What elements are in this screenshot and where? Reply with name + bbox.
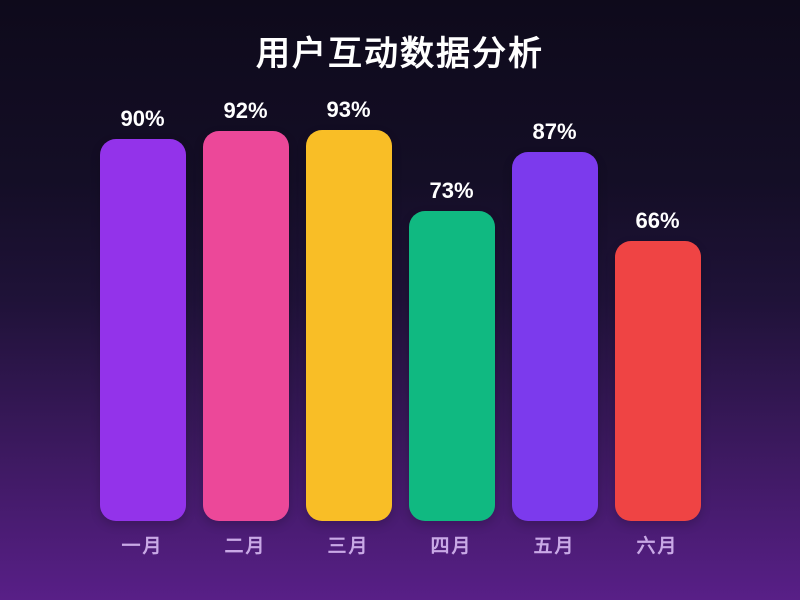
bar [202,130,289,521]
bar [305,130,392,521]
x-axis-tick-label: 三月 [327,536,370,557]
bar [511,152,598,521]
bar-value-label: 90% [120,106,165,132]
bar-value-label: 93% [326,97,371,122]
bar-column: 66% [614,97,701,521]
x-axis-tick-label: 二月 [224,536,267,557]
bar-column: 92% [202,97,289,521]
bar [408,211,495,521]
x-axis-tick-label: 五月 [533,536,576,557]
bar [614,241,701,521]
x-axis-tick-label: 四月 [430,536,473,557]
x-axis-tick-label: 六月 [636,536,679,557]
bar-column: 90% [99,97,186,521]
bars-plot-area: 90% 92% 93% 73% 87% 66% [0,97,800,521]
bar-value-label: 87% [532,119,577,145]
x-axis-labels: 一月 二月 三月 四月 五月 六月 [0,531,800,558]
bar-column: 73% [408,97,495,521]
x-axis-tick-label: 一月 [121,536,164,557]
bar-value-label: 66% [635,208,680,234]
chart-title: 用户互动数据分析 [256,35,544,73]
bar-column: 93% [305,97,392,521]
bar [99,139,186,521]
bar-column: 87% [511,97,598,521]
bar-value-label: 92% [223,97,268,123]
bar-value-label: 73% [429,178,474,204]
